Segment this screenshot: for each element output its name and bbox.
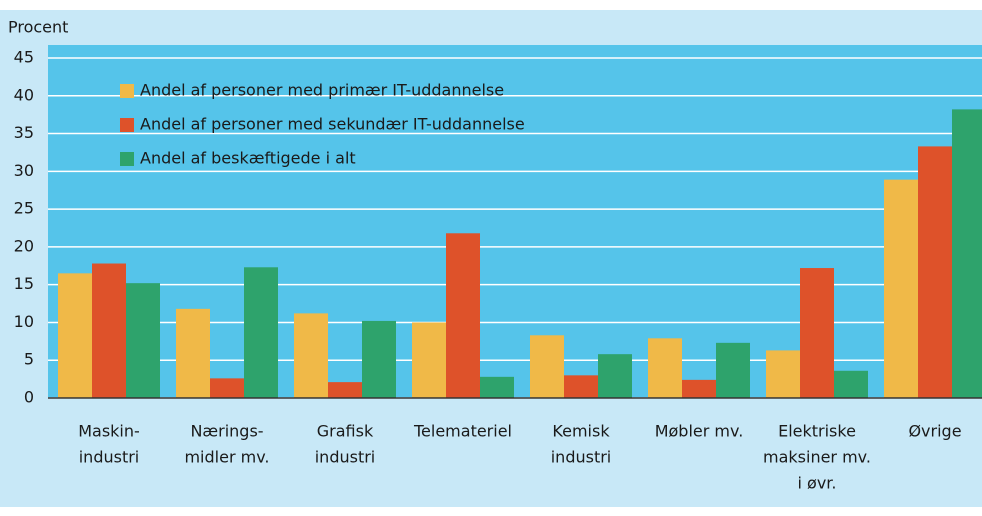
y-tick-label: 30 — [14, 161, 34, 180]
bar — [58, 273, 92, 398]
legend-swatch — [120, 118, 134, 132]
legend-label: Andel af personer med primær IT-uddannel… — [140, 81, 504, 100]
x-tick-label: industri — [551, 448, 612, 467]
x-tick-label: industri — [79, 448, 140, 467]
y-axis-label: Procent — [8, 18, 68, 37]
bar — [176, 308, 210, 398]
x-tick-label: maksiner mv. — [763, 448, 871, 467]
bar — [294, 313, 328, 398]
bar — [328, 382, 362, 398]
y-tick-label: 20 — [14, 236, 34, 255]
bar — [834, 370, 868, 398]
y-tick-label: 10 — [14, 312, 34, 331]
bar — [362, 320, 396, 398]
bar — [884, 179, 918, 398]
x-tick-label: Kemisk — [552, 422, 610, 441]
bar — [244, 267, 278, 398]
bar — [210, 378, 244, 398]
bar — [480, 376, 514, 398]
x-tick-label: industri — [315, 448, 376, 467]
y-tick-label: 25 — [14, 199, 34, 218]
bar — [682, 379, 716, 398]
legend-label: Andel af personer med sekundær IT-uddann… — [140, 115, 525, 134]
legend-label: Andel af beskæftigede i alt — [140, 149, 356, 168]
x-tick-label: Møbler mv. — [655, 422, 744, 441]
bar — [800, 268, 834, 398]
bar — [530, 335, 564, 398]
y-tick-label: 45 — [14, 48, 34, 67]
bar — [918, 146, 952, 398]
x-tick-label: Grafisk — [317, 422, 374, 441]
x-tick-label: Telemateriel — [413, 422, 512, 441]
x-tick-label: Nærings- — [190, 422, 263, 441]
x-tick-label: Maskin- — [78, 422, 140, 441]
bar — [412, 322, 446, 398]
bar — [564, 375, 598, 398]
y-tick-label: 35 — [14, 123, 34, 142]
bar — [952, 109, 982, 398]
x-tick-label: i øvr. — [798, 474, 837, 493]
bar — [126, 283, 160, 398]
x-tick-label: Elektriske — [778, 422, 856, 441]
x-tick-label: Øvrige — [908, 422, 961, 441]
y-tick-label: 40 — [14, 85, 34, 104]
bar — [92, 263, 126, 398]
bar — [716, 342, 750, 398]
bar — [446, 233, 480, 398]
y-tick-label: 0 — [24, 388, 34, 407]
y-tick-label: 5 — [24, 350, 34, 369]
bar — [648, 338, 682, 398]
legend-swatch — [120, 84, 134, 98]
legend-swatch — [120, 152, 134, 166]
bar — [766, 350, 800, 398]
y-tick-label: 15 — [14, 274, 34, 293]
x-tick-label: midler mv. — [184, 448, 269, 467]
bar — [598, 354, 632, 398]
